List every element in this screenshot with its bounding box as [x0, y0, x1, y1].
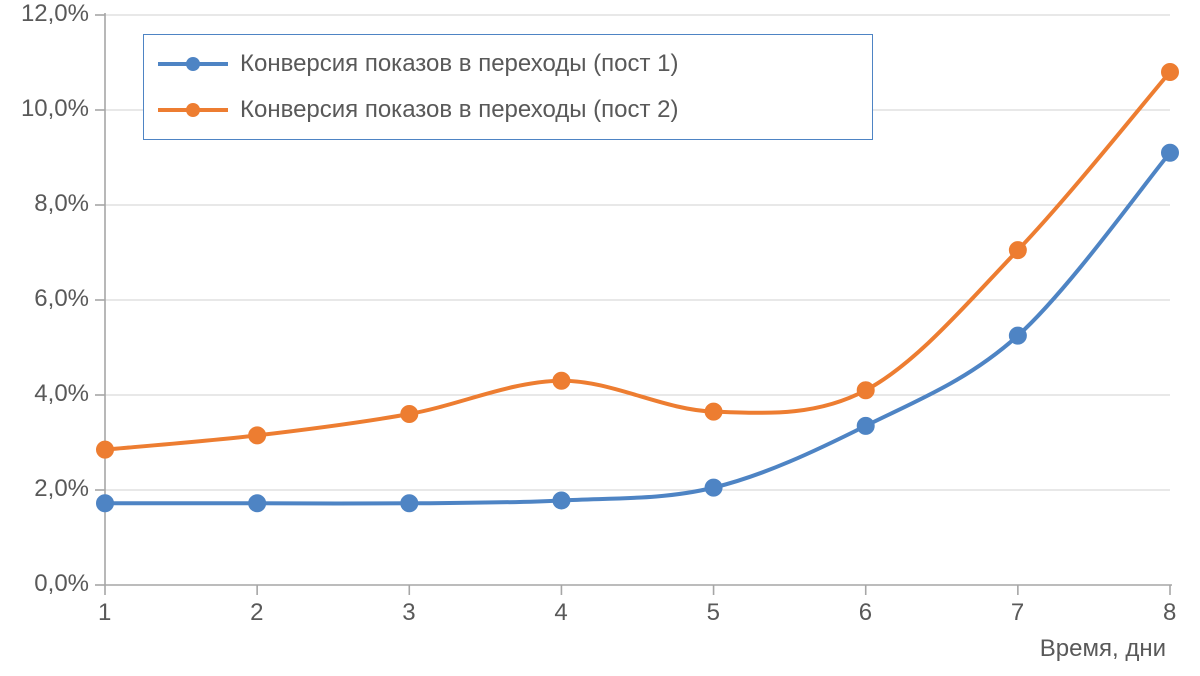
x-tick-label: 5 [707, 599, 720, 627]
legend-row: Конверсия показов в переходы (пост 1) [158, 41, 858, 87]
series-marker-post1 [97, 495, 114, 512]
y-tick-label: 6,0% [34, 285, 89, 313]
x-tick-label: 1 [98, 599, 111, 627]
series-marker-post2 [553, 372, 570, 389]
legend-sample [158, 87, 228, 133]
series-marker-post2 [1162, 64, 1179, 81]
legend-sample [158, 41, 228, 87]
x-tick-label: 3 [402, 599, 415, 627]
y-tick-label: 4,0% [34, 380, 89, 408]
legend-label: Конверсия показов в переходы (пост 1) [240, 50, 679, 78]
legend-marker-icon [186, 103, 200, 117]
y-tick-label: 8,0% [34, 190, 89, 218]
y-tick-label: 12,0% [21, 0, 89, 28]
x-tick-label: 2 [250, 599, 263, 627]
y-tick-label: 2,0% [34, 475, 89, 503]
legend-label: Конверсия показов в переходы (пост 2) [240, 96, 679, 124]
y-tick-label: 10,0% [21, 95, 89, 123]
legend-marker-icon [186, 57, 200, 71]
series-marker-post1 [857, 417, 874, 434]
x-tick-label: 8 [1163, 599, 1176, 627]
series-marker-post2 [1009, 242, 1026, 259]
x-tick-label: 6 [859, 599, 872, 627]
series-marker-post2 [97, 441, 114, 458]
x-tick-label: 7 [1011, 599, 1024, 627]
y-tick-label: 0,0% [34, 570, 89, 598]
series-marker-post2 [401, 406, 418, 423]
line-chart: Конверсия показов в переходы (пост 1) Кон… [0, 0, 1200, 676]
series-marker-post2 [705, 403, 722, 420]
x-axis-title: Время, дни [1040, 635, 1166, 663]
legend-row: Конверсия показов в переходы (пост 2) [158, 87, 858, 133]
x-tick-label: 4 [554, 599, 567, 627]
series-marker-post1 [401, 495, 418, 512]
series-marker-post1 [1162, 144, 1179, 161]
series-marker-post2 [249, 427, 266, 444]
series-marker-post1 [705, 479, 722, 496]
series-marker-post2 [857, 382, 874, 399]
series-marker-post1 [249, 495, 266, 512]
series-marker-post1 [1009, 327, 1026, 344]
legend: Конверсия показов в переходы (пост 1) Кон… [143, 34, 873, 140]
series-marker-post1 [553, 492, 570, 509]
